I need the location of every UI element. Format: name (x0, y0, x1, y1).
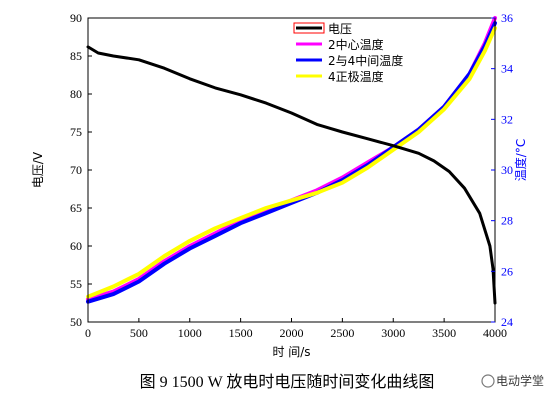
y-right-tick-label: 24 (501, 315, 513, 329)
y-right-tick-label: 28 (501, 214, 513, 228)
y-left-tick-label: 50 (70, 315, 82, 329)
y-axis-right: 24 26 28 30 32 34 36 (491, 11, 513, 329)
y-left-tick-label: 90 (70, 11, 82, 25)
series-line-3 (86, 26, 497, 299)
legend-label: 4正极温度 (328, 69, 384, 84)
y-left-tick-label: 85 (70, 49, 82, 63)
y-axis-right-label: 温度/°C (513, 139, 528, 181)
y-axis-left: 50 55 60 65 70 75 80 85 90 (70, 11, 92, 329)
legend-label: 电压 (328, 22, 352, 36)
x-tick-label: 2500 (330, 326, 354, 340)
y-axis-left-label: 电压/V (31, 151, 45, 188)
y-left-tick-label: 70 (70, 163, 82, 177)
x-axis: 0 500 1000 1500 2000 2500 3000 3500 4000 (85, 318, 507, 340)
y-left-tick-label: 75 (70, 125, 82, 139)
y-left-tick-label: 65 (70, 201, 82, 215)
y-right-tick-label: 34 (501, 62, 513, 76)
plot-area (86, 16, 497, 305)
figure-caption: 图 9 1500 W 放电时电压随时间变化曲线图 (140, 373, 435, 391)
watermark-logo-icon (481, 374, 495, 388)
x-tick-label: 3500 (432, 326, 456, 340)
y-left-tick-label: 60 (70, 239, 82, 253)
y-right-tick-label: 32 (501, 112, 513, 126)
x-tick-label: 0 (85, 326, 91, 340)
x-tick-label: 3000 (381, 326, 405, 340)
x-tick-label: 2000 (280, 326, 304, 340)
y-right-tick-label: 30 (501, 163, 513, 177)
y-left-tick-label: 55 (70, 277, 82, 291)
legend-label: 2中心温度 (328, 37, 384, 52)
y-right-tick-label: 26 (501, 264, 513, 278)
y-left-tick-label: 80 (70, 87, 82, 101)
legend-swatch-outline (293, 22, 325, 34)
x-tick-label: 1000 (178, 326, 202, 340)
x-tick-label: 500 (130, 326, 148, 340)
series-line-0 (86, 45, 497, 305)
legend-label: 2与4中间温度 (328, 53, 403, 68)
x-tick-label: 4000 (483, 326, 507, 340)
watermark-text: 电动学堂 (496, 373, 544, 388)
watermark: 电动学堂 (481, 373, 544, 388)
y-right-tick-label: 36 (501, 11, 513, 25)
legend-background (290, 19, 422, 85)
x-axis-label: 时 间/s (272, 345, 310, 359)
x-tick-label: 1500 (229, 326, 253, 340)
